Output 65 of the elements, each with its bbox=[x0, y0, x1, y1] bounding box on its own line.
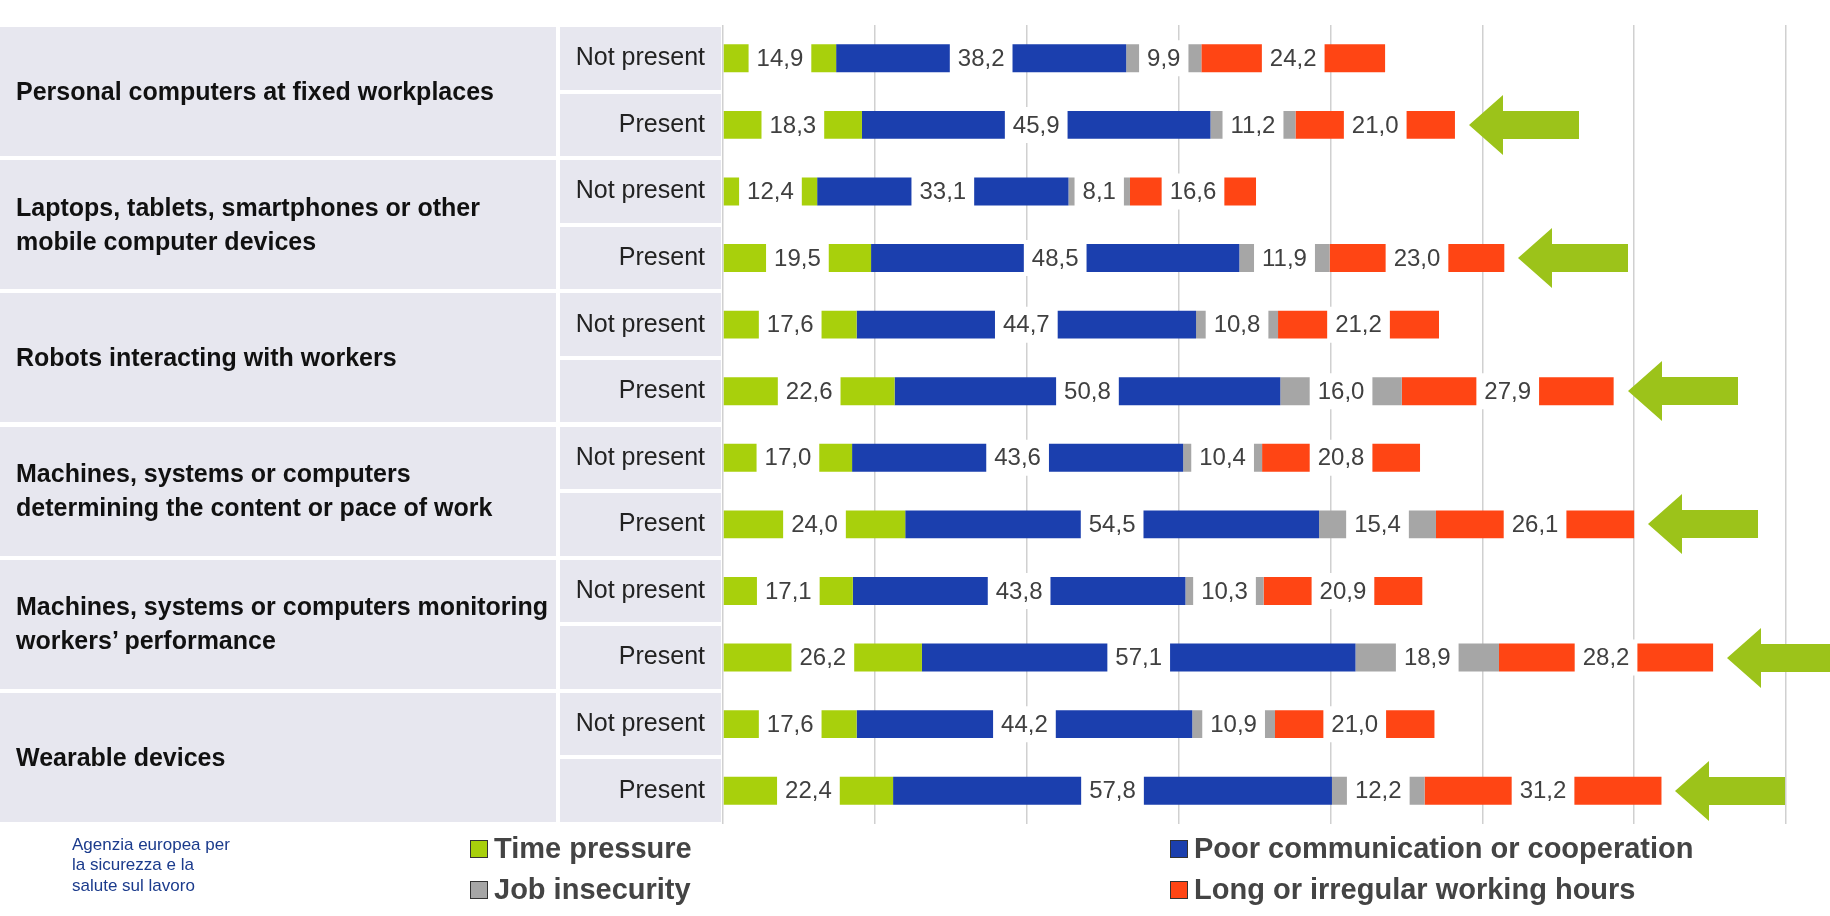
data-label: 8,1 bbox=[1082, 177, 1116, 205]
data-label: 21,0 bbox=[1331, 709, 1379, 737]
y-tick-label: Not present bbox=[575, 441, 706, 470]
data-label: 21,2 bbox=[1335, 310, 1382, 338]
data-label: 21,0 bbox=[1351, 110, 1399, 138]
legend-label: Poor communication or cooperation bbox=[1194, 832, 1694, 865]
data-label: 17,0 bbox=[764, 443, 812, 471]
data-label: 31,2 bbox=[1519, 776, 1567, 804]
data-label: 23,0 bbox=[1393, 243, 1441, 271]
data-label: 10,9 bbox=[1210, 709, 1257, 737]
y-tick-label: Not present bbox=[575, 708, 706, 737]
data-label: 50,8 bbox=[1064, 376, 1111, 404]
data-label: 17,6 bbox=[766, 709, 814, 737]
data-label: 17,1 bbox=[764, 576, 812, 604]
legend-label: Time pressure bbox=[494, 832, 692, 865]
data-label: 44,7 bbox=[1002, 310, 1050, 338]
y-tick-label: Present bbox=[618, 641, 706, 670]
data-label: 24,2 bbox=[1269, 43, 1317, 71]
data-label: 24,0 bbox=[791, 510, 838, 537]
y-tick-label: Present bbox=[618, 241, 706, 270]
y-tick-label: Present bbox=[618, 375, 706, 404]
y-tick-label: Not present bbox=[575, 308, 706, 337]
data-label: 26,1 bbox=[1511, 510, 1559, 537]
data-label: 45,9 bbox=[1012, 110, 1060, 138]
data-label: 54,5 bbox=[1088, 510, 1136, 537]
data-label: 20,8 bbox=[1317, 443, 1365, 471]
data-label: 16,6 bbox=[1169, 177, 1217, 205]
data-label: 16,0 bbox=[1317, 376, 1365, 404]
text: Agenzia europea per la sicurezza e la salute sul lavoro bbox=[72, 835, 231, 897]
data-label: 15,4 bbox=[1354, 510, 1401, 537]
data-label: 33,1 bbox=[919, 177, 967, 205]
data-label: 22,4 bbox=[785, 776, 832, 804]
data-label: 17,6 bbox=[766, 310, 814, 338]
data-label: 9,9 bbox=[1147, 43, 1181, 71]
data-label: 12,2 bbox=[1354, 776, 1402, 804]
y-tick-label: Present bbox=[618, 508, 706, 537]
legend-label: Job insecurity bbox=[494, 873, 691, 906]
data-label: 12,4 bbox=[747, 177, 794, 205]
data-label: 43,8 bbox=[995, 576, 1043, 604]
data-label: 28,2 bbox=[1582, 643, 1630, 671]
data-label: 18,9 bbox=[1403, 643, 1451, 671]
y-tick-label: Present bbox=[618, 108, 706, 137]
data-label: 14,9 bbox=[756, 43, 804, 71]
y-tick-label: Not present bbox=[575, 175, 706, 204]
y-tick-label: Not present bbox=[575, 574, 706, 603]
data-label: 10,4 bbox=[1199, 443, 1246, 471]
data-label: 11,9 bbox=[1262, 243, 1307, 271]
y-tick-label: Not present bbox=[575, 42, 706, 71]
data-label: 19,5 bbox=[774, 243, 821, 271]
data-label: 10,8 bbox=[1213, 310, 1261, 338]
data-label: 10,3 bbox=[1201, 576, 1248, 604]
data-label: 38,2 bbox=[957, 43, 1005, 71]
data-label: 44,2 bbox=[1001, 709, 1048, 737]
data-label: 27,9 bbox=[1484, 376, 1532, 404]
legend-label: Long or irregular working hours bbox=[1194, 873, 1636, 906]
data-label: 22,6 bbox=[785, 376, 833, 404]
data-label: 48,5 bbox=[1031, 243, 1079, 271]
data-label: 20,9 bbox=[1319, 576, 1367, 604]
data-label: 57,8 bbox=[1089, 776, 1136, 804]
data-label: 18,3 bbox=[769, 110, 817, 138]
data-label: 43,6 bbox=[994, 443, 1041, 471]
data-label: 57,1 bbox=[1115, 643, 1163, 671]
data-label: 26,2 bbox=[799, 643, 847, 671]
data-label: 11,2 bbox=[1230, 110, 1276, 138]
y-tick-label: Present bbox=[618, 774, 706, 803]
